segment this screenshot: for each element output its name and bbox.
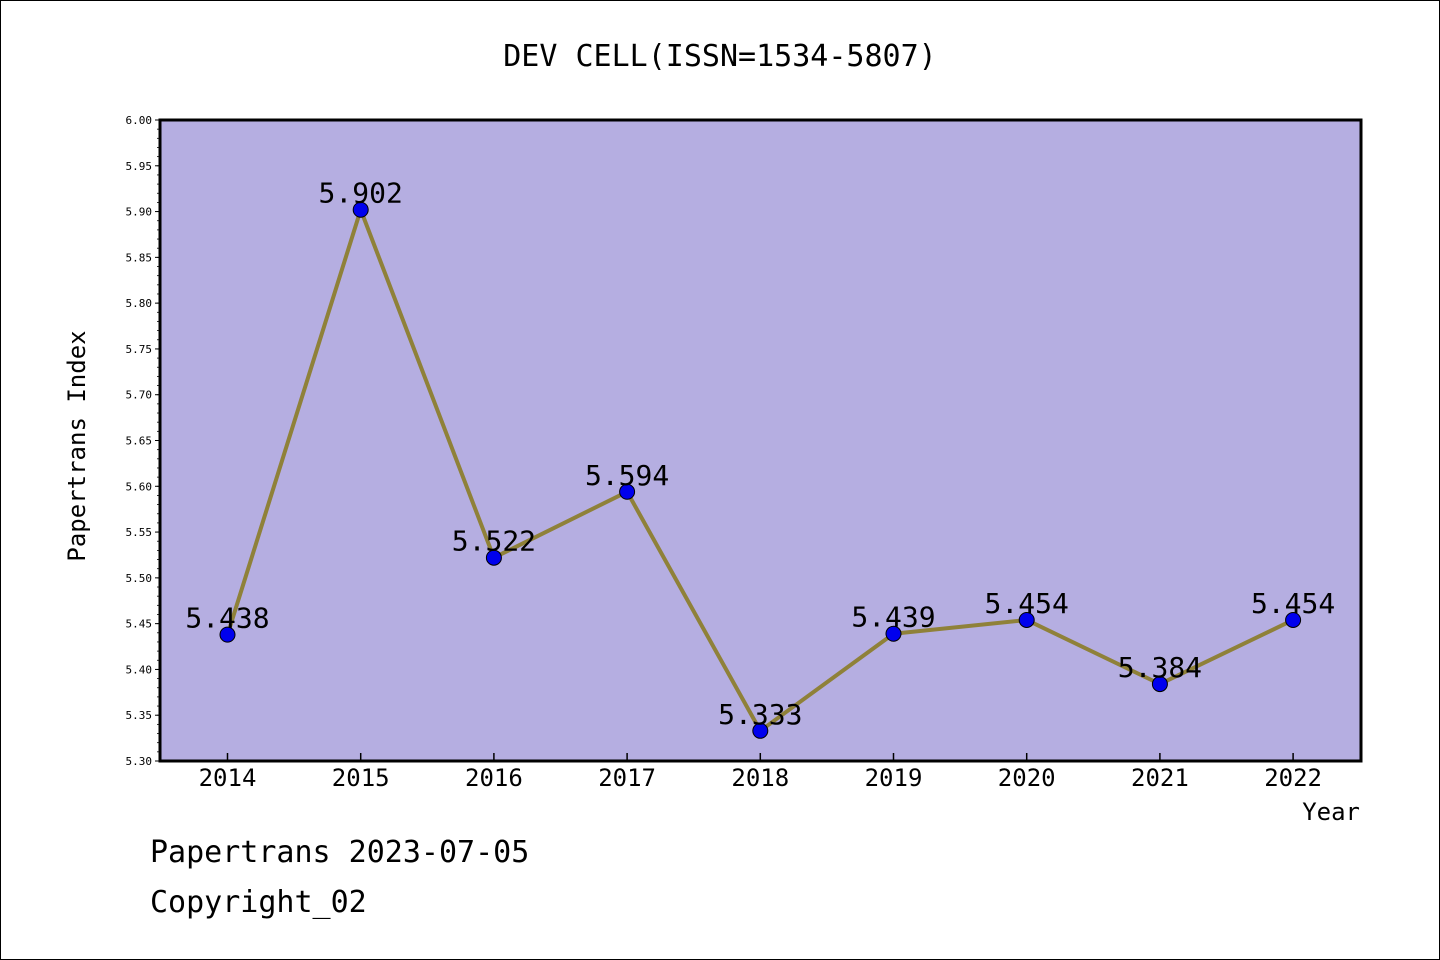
x-tick-label: 2017 bbox=[598, 764, 656, 792]
y-tick-label: 5.50 bbox=[126, 572, 153, 585]
footer-copyright: Copyright_02 bbox=[150, 885, 367, 920]
data-label: 5.902 bbox=[319, 177, 403, 210]
data-point bbox=[219, 626, 236, 643]
data-point bbox=[1018, 611, 1035, 628]
data-label: 5.384 bbox=[1118, 651, 1202, 684]
data-point bbox=[619, 483, 636, 500]
x-tick-label: 2014 bbox=[199, 764, 257, 792]
y-tick-label: 5.45 bbox=[126, 618, 153, 631]
y-tick-label: 6.00 bbox=[126, 114, 153, 127]
data-label: 5.439 bbox=[851, 601, 935, 634]
data-label: 5.454 bbox=[985, 587, 1069, 620]
data-point bbox=[352, 201, 369, 218]
x-tick-label: 2019 bbox=[865, 764, 923, 792]
plot-area bbox=[158, 118, 1363, 763]
data-point bbox=[752, 722, 769, 739]
y-tick-label: 5.60 bbox=[126, 480, 153, 493]
y-axis-label: Papertrans Index bbox=[63, 330, 91, 561]
footer-date-line: Papertrans 2023-07-05 bbox=[150, 835, 530, 870]
data-point bbox=[1285, 611, 1302, 628]
y-tick-label: 5.35 bbox=[126, 709, 153, 722]
markers bbox=[219, 201, 1302, 739]
x-tick-label: 2015 bbox=[332, 764, 390, 792]
x-tick-label: 2018 bbox=[731, 764, 789, 792]
y-tick-label: 5.80 bbox=[126, 297, 153, 310]
y-tick-label: 5.70 bbox=[126, 389, 153, 402]
y-tick-label: 5.30 bbox=[126, 755, 153, 768]
y-tick-label: 5.40 bbox=[126, 663, 153, 676]
x-axis-label: Year bbox=[1302, 798, 1360, 826]
data-point bbox=[1151, 676, 1168, 693]
x-tick-label: 2021 bbox=[1131, 764, 1189, 792]
y-tick-label: 5.65 bbox=[126, 435, 153, 448]
x-axis: 2014 2015 2016 2017 2018 2019 2020 2021 2022 bbox=[199, 753, 1322, 792]
y-tick-label: 5.85 bbox=[126, 251, 153, 264]
y-axis: 5.30 5.35 5.40 5.45 5.50 5.55 5.60 5.65 5.70 5.75… bbox=[126, 114, 160, 768]
y-tick-label: 5.75 bbox=[126, 343, 153, 356]
data-label: 5.522 bbox=[452, 525, 536, 558]
data-point bbox=[485, 549, 502, 566]
x-tick-label: 2020 bbox=[998, 764, 1056, 792]
data-label: 5.333 bbox=[718, 698, 802, 731]
x-tick-label: 2022 bbox=[1264, 764, 1322, 792]
x-tick-label: 2016 bbox=[465, 764, 523, 792]
data-point bbox=[885, 625, 902, 642]
chart-title: DEV CELL(ISSN=1534-5807) bbox=[503, 39, 936, 74]
y-tick-label: 5.90 bbox=[126, 206, 153, 219]
y-tick-label: 5.95 bbox=[126, 160, 153, 173]
data-label: 5.454 bbox=[1251, 587, 1335, 620]
y-tick-label: 5.55 bbox=[126, 526, 153, 539]
data-labels: 5.438 5.902 5.522 5.594 5.333 5.439 5.454 5.384… bbox=[185, 177, 1335, 731]
data-label: 5.594 bbox=[585, 459, 669, 492]
data-label: 5.438 bbox=[185, 602, 269, 635]
